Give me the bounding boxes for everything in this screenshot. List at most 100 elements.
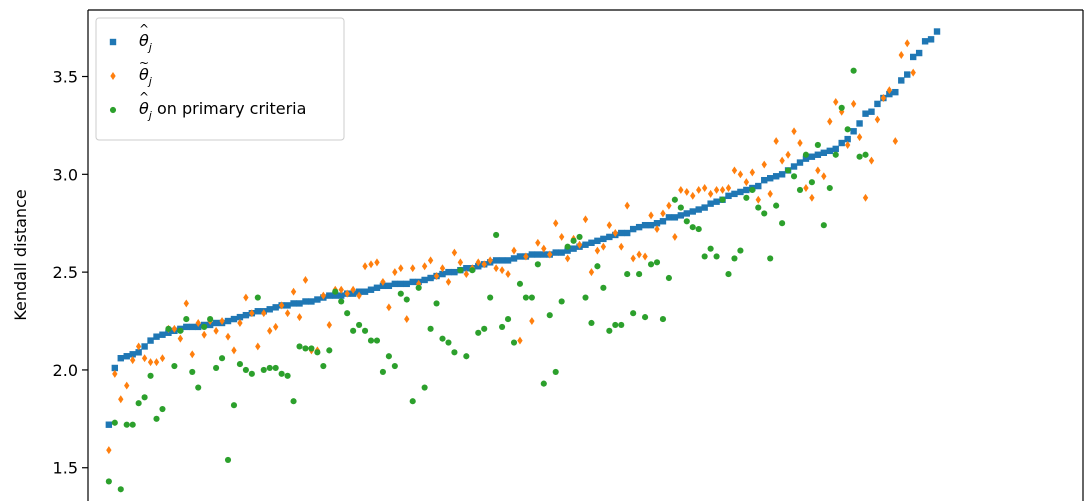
data-point [725, 271, 732, 278]
data-point [701, 184, 708, 192]
legend-label: θj on primary criteria [139, 99, 306, 122]
data-point [278, 301, 285, 310]
data-point [844, 141, 851, 149]
data-point [224, 456, 232, 463]
data-point [672, 232, 678, 241]
data-point [642, 252, 648, 261]
data-point [594, 263, 601, 270]
data-point [898, 77, 905, 84]
data-point [153, 358, 160, 367]
data-point [904, 71, 911, 78]
data-point [743, 178, 750, 187]
data-point [647, 261, 655, 268]
y-tick-label: 2.5 [53, 263, 78, 282]
data-point [737, 170, 744, 179]
data-point [457, 258, 464, 267]
data-point [415, 284, 422, 291]
data-point [171, 324, 178, 333]
data-point [320, 291, 327, 300]
data-point [236, 360, 244, 368]
data-point [511, 246, 517, 255]
data-point [719, 186, 726, 194]
data-point [653, 220, 661, 227]
data-point [874, 115, 881, 124]
data-point [540, 251, 547, 258]
data-point [183, 316, 190, 323]
data-point [802, 155, 810, 162]
data-point [385, 353, 392, 360]
data-point [546, 312, 553, 319]
data-point [255, 342, 261, 351]
data-point [803, 184, 809, 192]
data-point [129, 356, 136, 365]
data-point [272, 322, 279, 331]
data-point [749, 186, 756, 194]
data-point [671, 196, 678, 203]
data-point [927, 36, 935, 43]
data-point [856, 120, 863, 127]
data-point [665, 274, 672, 282]
data-point [558, 249, 565, 256]
data-point [445, 268, 452, 276]
data-point [779, 156, 785, 165]
data-point [510, 339, 518, 346]
data-point [850, 128, 857, 135]
data-point [302, 298, 309, 305]
legend-frame [95, 17, 345, 141]
y-axis-label: Kendall distance [11, 189, 30, 320]
data-point [141, 343, 148, 350]
data-point [618, 321, 625, 329]
data-point [254, 294, 261, 301]
data-point [778, 171, 786, 178]
data-point [707, 189, 714, 198]
data-point [773, 202, 780, 209]
data-point [380, 277, 386, 286]
data-point [618, 242, 624, 251]
data-point [165, 325, 172, 332]
data-point [510, 255, 518, 262]
legend-accent: ~ [139, 56, 149, 70]
data-point [147, 337, 154, 344]
data-point [457, 267, 464, 274]
data-point [463, 353, 470, 360]
data-point [522, 294, 529, 301]
data-point [767, 255, 774, 262]
data-point [570, 245, 577, 252]
data-point [737, 247, 744, 254]
data-point [695, 206, 702, 213]
data-point [653, 259, 661, 266]
data-point [129, 421, 136, 428]
data-point [475, 329, 482, 336]
data-point [344, 289, 350, 298]
data-point [659, 316, 667, 323]
data-point [796, 186, 804, 194]
legend: θj^θj~θj on primary criteria^ [95, 17, 345, 141]
data-point [243, 293, 249, 302]
data-point [540, 380, 547, 387]
data-point [409, 278, 416, 286]
data-point [779, 220, 786, 227]
data-point [261, 309, 267, 318]
data-point [755, 195, 761, 204]
data-point [373, 284, 381, 291]
data-point [701, 253, 708, 260]
data-point [374, 258, 380, 267]
data-point [576, 233, 583, 240]
data-point [915, 49, 923, 57]
data-point [260, 366, 267, 374]
data-point [439, 335, 446, 342]
legend-label: θj [139, 65, 153, 88]
data-point [332, 288, 339, 295]
data-point [492, 257, 500, 264]
data-point [487, 256, 493, 265]
data-point [296, 313, 303, 322]
y-axis-ticks: 1.5 2.0 2.5 3.0 3.5 [53, 68, 88, 478]
data-point [523, 252, 529, 261]
y-tick-label: 3.0 [53, 165, 78, 184]
data-point [361, 288, 369, 295]
data-point [833, 97, 839, 106]
data-point [856, 153, 863, 160]
data-point [576, 240, 583, 249]
data-point [183, 299, 189, 308]
data-point [272, 304, 279, 311]
